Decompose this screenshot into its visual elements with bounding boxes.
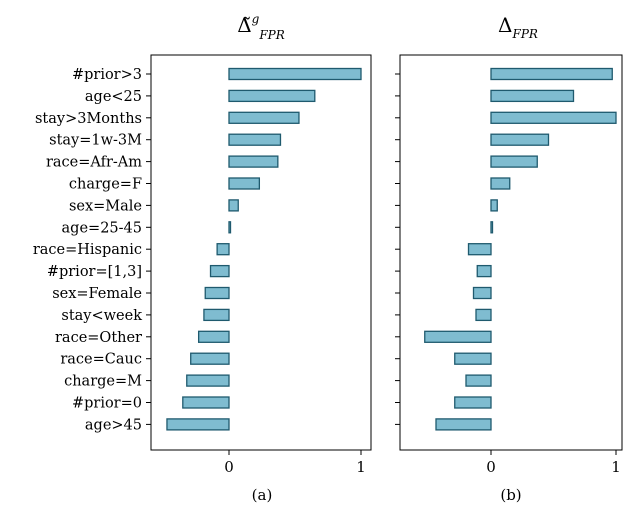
x-tick-label: 0 — [486, 458, 496, 476]
bar — [476, 264, 492, 278]
panel-a-y-axis: #prior>3 age<25 stay>3Months stay=1w-3M race… — [33, 67, 151, 433]
bar — [216, 243, 230, 256]
bar — [182, 396, 230, 409]
y-tick-label: race=Cauc — [60, 352, 142, 368]
y-tick-label: stay>3Months — [35, 111, 142, 127]
panel-a-frame — [150, 54, 372, 451]
bar — [490, 199, 498, 212]
bar — [472, 286, 492, 300]
bar — [475, 308, 492, 322]
bar — [204, 286, 230, 300]
y-tick-label: race=Other — [55, 330, 142, 346]
bar — [454, 352, 492, 365]
bar — [186, 374, 230, 387]
y-tick-label: race=Hispanic — [33, 242, 142, 258]
panel-a: Δ̃gFPR #prior>3 age<25 stay>3Months stay=1w… — [33, 12, 372, 504]
panel-b-frame — [399, 54, 623, 451]
bar — [454, 396, 492, 409]
bar — [435, 418, 492, 431]
bar — [490, 89, 575, 103]
bar — [228, 155, 279, 168]
bar — [490, 155, 538, 168]
bar — [490, 221, 494, 234]
y-tick-label: sex=Male — [69, 198, 142, 214]
panel-b-title: ΔFPR — [498, 13, 538, 41]
x-tick-label: 1 — [611, 458, 621, 476]
y-tick-label: #prior=[1,3] — [47, 264, 142, 280]
bar — [490, 67, 613, 81]
bar — [490, 111, 617, 124]
bar — [228, 199, 239, 212]
bar — [424, 330, 492, 343]
bar — [228, 89, 316, 103]
bar — [228, 177, 261, 190]
y-tick-label: age<25 — [85, 89, 142, 105]
bar — [166, 418, 230, 431]
bar — [490, 133, 550, 146]
panel-a-title: Δ̃gFPR — [237, 12, 285, 42]
panel-b-y-axis — [395, 73, 400, 425]
bar — [228, 221, 232, 234]
y-tick-label: race=Afr-Am — [46, 155, 142, 171]
bar — [203, 308, 230, 322]
y-tick-label: #prior=0 — [72, 396, 142, 412]
y-tick-label: age=25-45 — [62, 220, 142, 236]
y-tick-label: #prior>3 — [72, 67, 142, 83]
bar — [467, 243, 492, 256]
panel-a-caption: (a) — [252, 486, 273, 504]
bar — [228, 111, 300, 124]
bar — [209, 264, 230, 278]
y-tick-label: charge=F — [69, 177, 142, 193]
bar — [190, 352, 230, 365]
y-tick-label: stay=1w-3M — [49, 133, 142, 149]
bar — [465, 374, 492, 387]
panel-b-caption: (b) — [500, 486, 521, 504]
bar — [228, 133, 282, 146]
bar — [197, 330, 230, 343]
y-tick-label: charge=M — [64, 374, 142, 390]
y-tick-label: sex=Female — [52, 286, 142, 302]
bar — [490, 177, 511, 190]
panel-a-bars — [166, 67, 362, 431]
x-tick-label: 0 — [224, 458, 234, 476]
bar — [228, 67, 362, 81]
y-tick-label: stay<week — [61, 308, 142, 324]
panel-b-bars — [424, 67, 617, 431]
x-tick-label: 1 — [356, 458, 366, 476]
y-tick-label: age>45 — [85, 417, 142, 433]
